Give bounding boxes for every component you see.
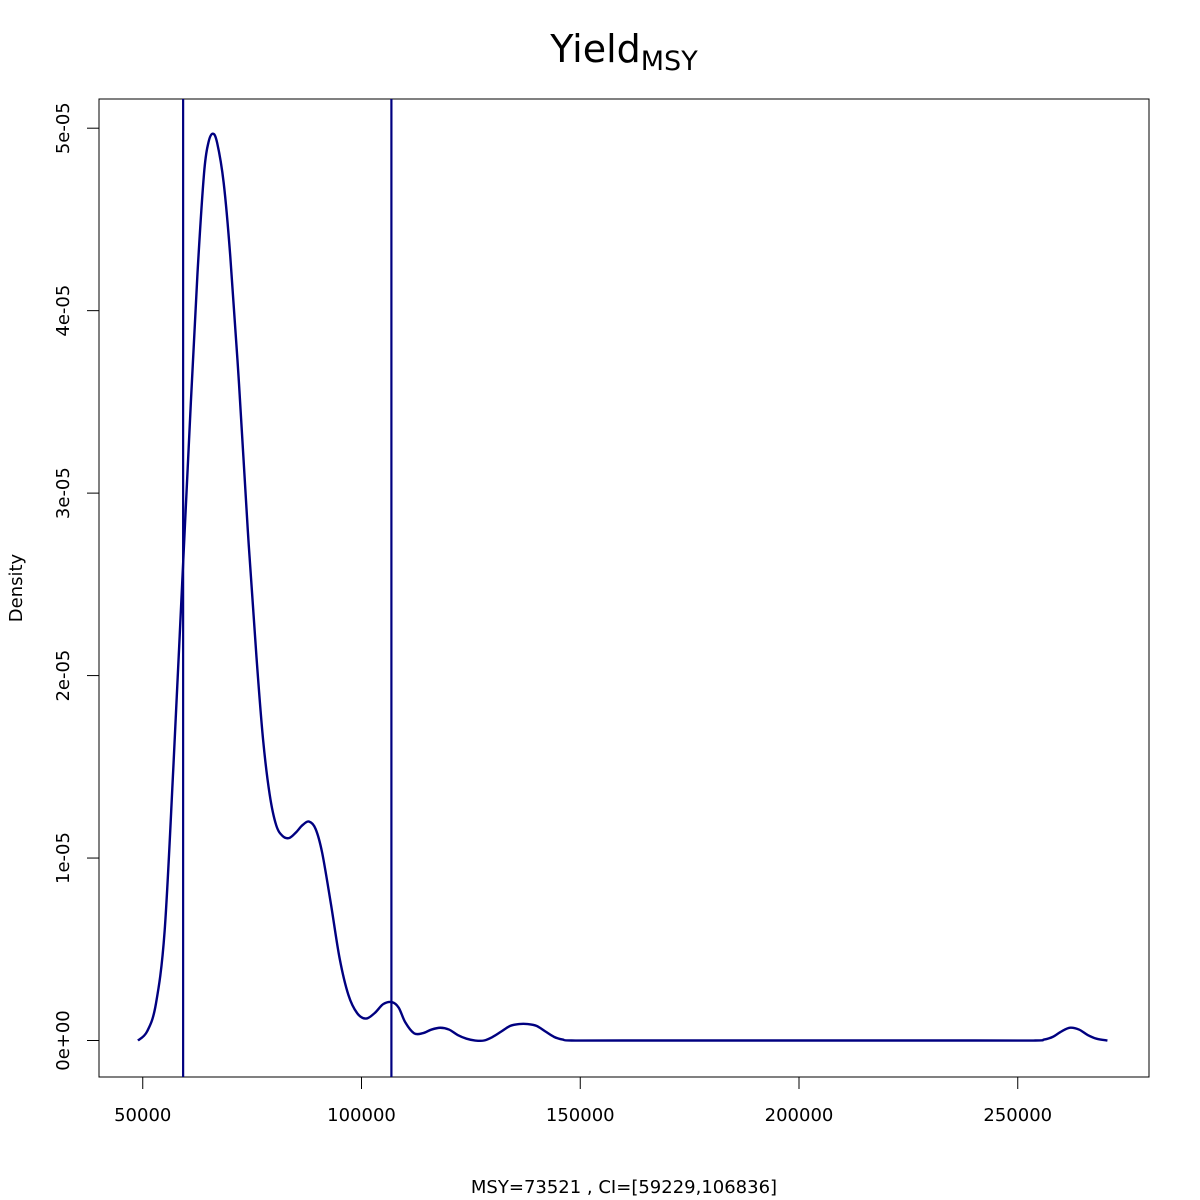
chart-title-subscript: MSY bbox=[641, 46, 698, 77]
y-tick-label: 3e-05 bbox=[53, 467, 74, 519]
density-line bbox=[137, 132, 1108, 1043]
chart-title: YieldMSY bbox=[549, 27, 698, 77]
x-tick-label: 50000 bbox=[114, 1105, 171, 1126]
density-series bbox=[137, 132, 1108, 1043]
y-tick-label: 2e-05 bbox=[53, 650, 74, 702]
chart-title-main: Yield bbox=[549, 27, 640, 71]
y-axis-title: Density bbox=[6, 553, 27, 622]
y-tick-label: 5e-05 bbox=[53, 102, 74, 154]
y-tick-label: 1e-05 bbox=[53, 832, 74, 884]
x-tick-label: 250000 bbox=[983, 1105, 1052, 1126]
x-tick-label: 150000 bbox=[546, 1105, 615, 1126]
x-tick-label: 100000 bbox=[327, 1105, 396, 1126]
y-tick-label: 4e-05 bbox=[53, 285, 74, 337]
x-axis-title: MSY=73521 , CI=[59229,106836] bbox=[471, 1177, 777, 1198]
x-tick-label: 200000 bbox=[765, 1105, 834, 1126]
y-tick-label: 0e+00 bbox=[53, 1010, 74, 1071]
x-axis: 50000 100000 150000 200000 250000 bbox=[114, 1076, 1052, 1126]
y-axis: 0e+00 1e-05 2e-05 3e-05 4e-05 5e-05 bbox=[53, 102, 100, 1071]
